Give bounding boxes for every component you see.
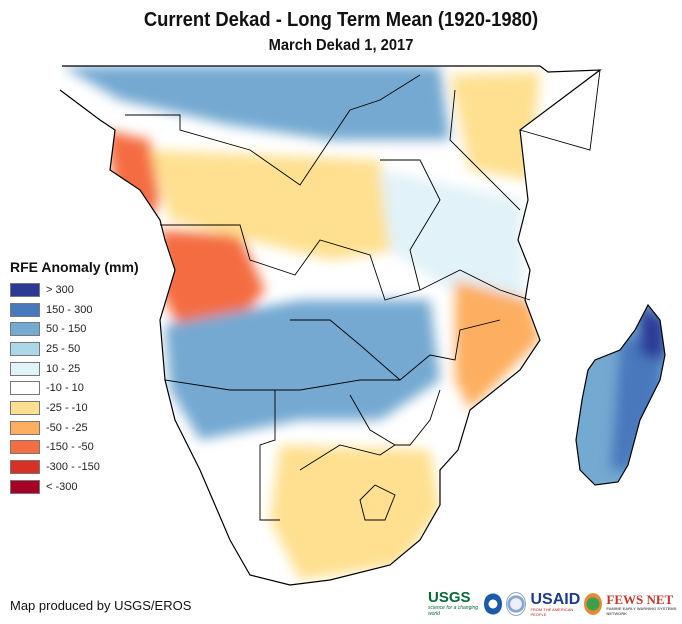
legend-label: -25 - -10 (46, 401, 88, 414)
region-south-africa (270, 445, 440, 580)
partner-logos: USGS science for a changing world USAID … (428, 590, 682, 618)
legend-swatch (10, 460, 40, 475)
legend-swatch (10, 440, 40, 455)
legend-item: 10 - 25 (10, 359, 139, 379)
region-madagascar-west (576, 355, 615, 480)
legend-item: 50 - 150 (10, 319, 139, 339)
usgs-logo: USGS science for a changing world (428, 589, 480, 617)
legend-label: -150 - -50 (46, 441, 94, 454)
usgs-tagline: science for a changing world (428, 605, 479, 617)
legend: RFE Anomaly (mm) > 300 150 - 300 50 - 150 2… (10, 259, 139, 497)
legend-item: -25 - -10 (10, 398, 139, 418)
legend-item: -300 - -150 (10, 457, 139, 477)
region-congo-basin (150, 150, 400, 260)
mainland-coastline (59, 65, 602, 586)
region-east-africa-tanzania (380, 170, 525, 300)
map-title: Current Dekad - Long Term Mean (1920-198… (143, 9, 539, 31)
fews-tagline: FAMINE EARLY WARNING SYSTEMS NETWORK (606, 605, 677, 616)
fews-net-logo: FEWS NET FAMINE EARLY WARNING SYSTEMS NE… (606, 593, 682, 616)
legend-item: 150 - 300 (10, 300, 139, 320)
legend-label: > 300 (46, 283, 74, 296)
legend-item: -10 - 10 (10, 378, 139, 398)
legend-swatch (10, 420, 40, 435)
country-borders (125, 69, 601, 521)
noaa-logo-icon (484, 593, 503, 615)
legend-label: -50 - -25 (46, 421, 88, 434)
legend-label: 50 - 150 (46, 323, 87, 336)
region-angola-west (160, 230, 265, 330)
fews-logo-text: FEWS NET (606, 591, 674, 607)
credit-text: Map produced by USGS/EROS (10, 598, 192, 613)
legend-swatch (10, 282, 40, 297)
region-kenya-somalia (450, 72, 540, 180)
usaid-seal-icon (506, 592, 527, 616)
legend-label: < -300 (46, 480, 78, 493)
usaid-tagline: FROM THE AMERICAN PEOPLE (530, 606, 574, 617)
legend-swatch (10, 302, 40, 317)
legend-label: -300 - -150 (46, 461, 100, 474)
madagascar-fill (576, 305, 665, 485)
map-subtitle: March Dekad 1, 2017 (268, 37, 414, 54)
usaid-logo: USAID FROM THE AMERICAN PEOPLE (530, 590, 581, 617)
legend-title: RFE Anomaly (mm) (10, 259, 139, 275)
legend-swatch (10, 381, 40, 396)
legend-label: -10 - 10 (46, 382, 84, 395)
legend-label: 150 - 300 (46, 303, 93, 316)
legend-item: -150 - -50 (10, 438, 139, 458)
anomaly-map (59, 65, 666, 586)
region-mozambique (455, 280, 540, 410)
legend-swatch (10, 400, 40, 415)
region-zambia-namibia-belt (165, 300, 440, 440)
legend-item: < -300 (10, 477, 139, 497)
legend-label: 25 - 50 (46, 342, 81, 355)
legend-item: > 300 (10, 280, 139, 300)
legend-label: 10 - 25 (46, 362, 81, 375)
legend-swatch (10, 479, 40, 494)
legend-swatch (10, 341, 40, 356)
usaid-logo-text: USAID (530, 590, 581, 608)
mainland-fill (60, 66, 600, 585)
region-madagascar-east (610, 330, 665, 470)
madagascar-coastline (575, 303, 666, 486)
legend-swatch (10, 322, 40, 337)
fews-globe-icon (584, 593, 603, 615)
legend-item: -50 - -25 (10, 418, 139, 438)
usgs-logo-text: USGS (428, 589, 471, 606)
legend-swatch (10, 361, 40, 376)
legend-item: 25 - 50 (10, 339, 139, 359)
region-central-africa-north (62, 66, 450, 140)
